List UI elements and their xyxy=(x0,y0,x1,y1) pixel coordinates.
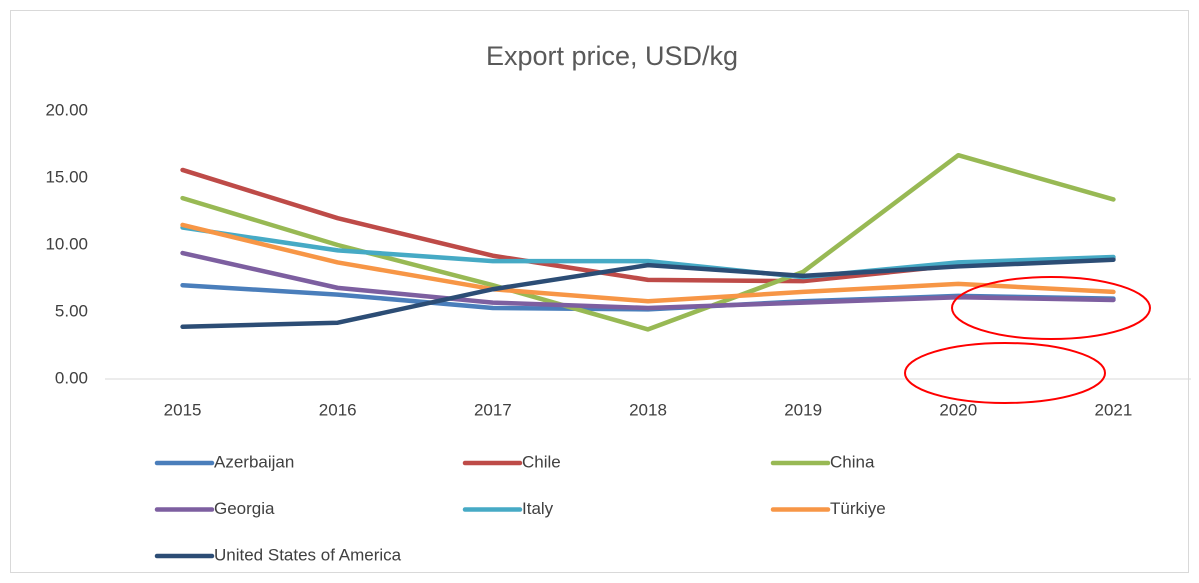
legend-label: Georgia xyxy=(214,499,275,518)
x-tick-label: 2017 xyxy=(474,400,512,419)
y-tick-label: 15.00 xyxy=(45,167,88,186)
annotation-circle xyxy=(904,342,1106,404)
legend-label: Türkiye xyxy=(830,499,886,518)
legend-label: Italy xyxy=(522,499,554,518)
y-tick-label: 20.00 xyxy=(45,100,88,119)
x-tick-label: 2019 xyxy=(784,400,822,419)
legend-label: Azerbaijan xyxy=(214,452,294,471)
series-line xyxy=(180,225,1116,280)
legend-label: China xyxy=(830,452,875,471)
series-line xyxy=(180,152,1116,332)
chart-title: Export price, USD/kg xyxy=(486,41,738,71)
chart-border xyxy=(10,10,1189,573)
y-tick-label: 0.00 xyxy=(55,368,88,387)
legend-label: United States of America xyxy=(214,545,402,564)
x-tick-label: 2015 xyxy=(164,400,202,419)
y-tick-label: 10.00 xyxy=(45,234,88,253)
y-tick-label: 5.00 xyxy=(55,301,88,320)
x-tick-label: 2016 xyxy=(319,400,357,419)
legend-label: Chile xyxy=(522,452,561,471)
series-line xyxy=(180,257,1116,329)
x-tick-label: 2021 xyxy=(1095,400,1133,419)
annotation-circle xyxy=(951,276,1151,340)
x-tick-label: 2020 xyxy=(939,400,977,419)
series-line xyxy=(180,222,1116,304)
x-tick-label: 2018 xyxy=(629,400,667,419)
